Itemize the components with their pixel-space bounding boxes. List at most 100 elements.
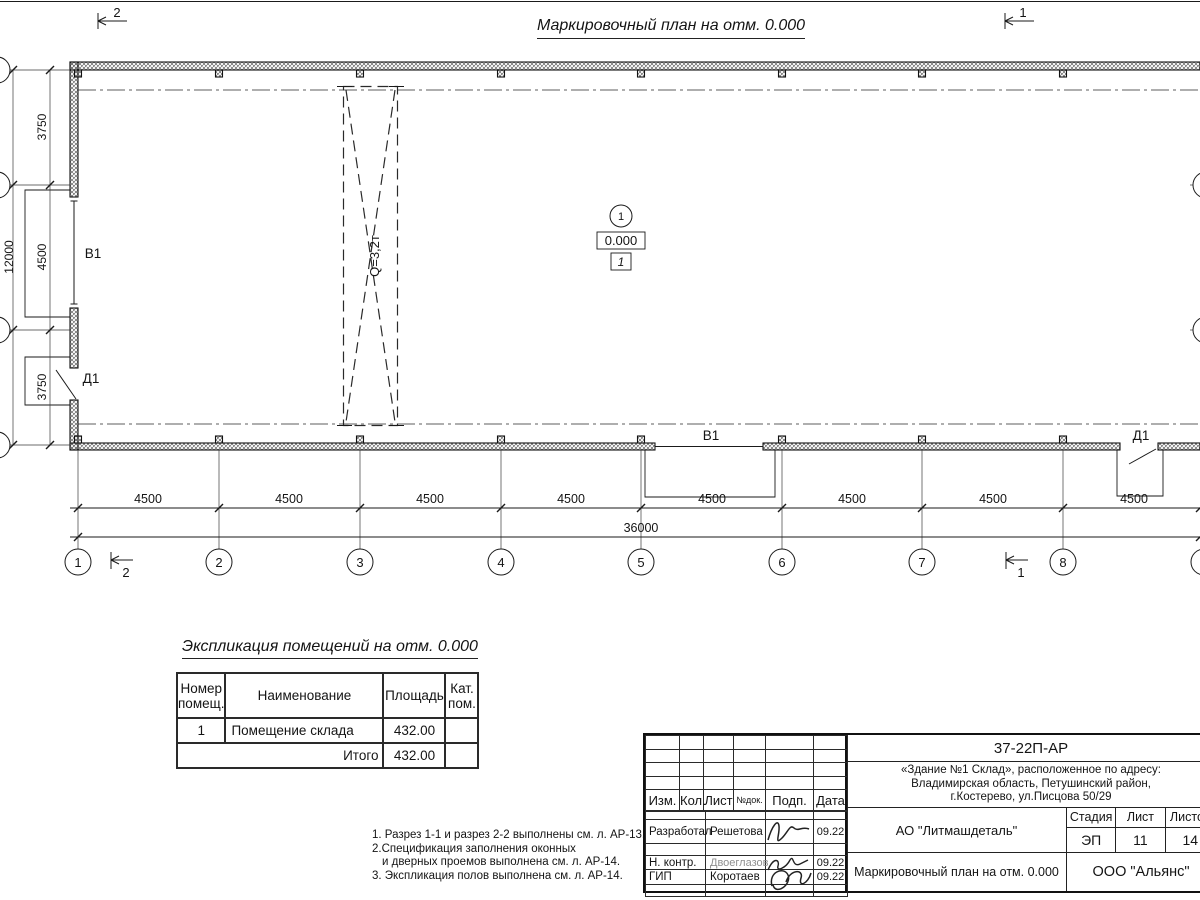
room-name-cell: Помещение склада	[224, 717, 385, 744]
axis-label-4: 4	[497, 555, 504, 570]
total-area-cell: 432.00	[382, 742, 447, 769]
dim-bottom-7: 4500	[979, 492, 1007, 506]
crane-capacity-label: Q=3,2т	[367, 235, 382, 277]
title-block-info-area: 37-22П-АР «Здание №1 Склад», расположенн…	[847, 735, 1200, 891]
door-leaf-left	[55, 369, 77, 400]
door-bottom-label: Д1	[1133, 428, 1150, 443]
axis-label-3: 3	[356, 555, 363, 570]
address-line: г.Костерево, ул.Писцова 50/29	[950, 791, 1112, 804]
dim-bottom-2: 4500	[275, 492, 303, 506]
window-recess-bottom	[644, 450, 776, 498]
dim-left-2: 4500	[35, 243, 49, 270]
col-header-area: Площадь	[382, 672, 447, 719]
sheet-label: Лист	[1116, 808, 1166, 827]
explication-title: Экспликация помещений на отм. 0.000	[182, 638, 478, 659]
openings	[24, 189, 1164, 498]
opening-labels: В1 Д1 В1 Д1	[83, 246, 1150, 443]
elevation-marker: 1 0.000 1	[596, 204, 646, 271]
name-gip: Коротаев	[705, 869, 766, 885]
name-checker: Двоеглазов	[705, 855, 768, 870]
col-header-name: Наименование	[224, 672, 385, 719]
floor-plan: Q=3,2т 1 0.000 1 В1 Д1 В1 Д1	[0, 1, 1200, 580]
date-gip: 09.22	[813, 869, 848, 885]
window-recess-left	[24, 189, 70, 318]
page-title: Маркировочный план на отм. 0.000	[537, 17, 806, 39]
section-cut-top-left-label: 2	[113, 5, 120, 20]
table-row: 1 Помещение склада 432.00	[175, 717, 480, 744]
col-data: Дата	[813, 789, 848, 811]
window-left-label: В1	[85, 246, 102, 261]
section-markers: 2 1 2 1	[97, 5, 1034, 580]
bottom-dimensions: 4500 4500 4500 4500 4500 4500 4500 4500 …	[70, 450, 1200, 549]
project-address: «Здание №1 Склад», расположенное по адре…	[847, 762, 1200, 808]
door-recess-left	[24, 356, 70, 406]
col-podp: Подп.	[765, 789, 814, 811]
window-bottom-label: В1	[703, 428, 720, 443]
sheets-label: Листов	[1169, 810, 1200, 824]
note-line: 1. Разрез 1-1 и разрез 2-2 выполнены см.…	[372, 829, 646, 841]
room-area-cell: 432.00	[382, 717, 447, 744]
signature-developer	[765, 819, 814, 844]
col-header-number: Номер помещ.	[175, 672, 227, 719]
dim-left-1: 3750	[35, 113, 49, 140]
crane-rails	[78, 89, 1200, 425]
section-cut-bottom-right-label: 1	[1017, 565, 1024, 580]
sheets-value: 14	[1182, 832, 1199, 848]
room-category-cell	[444, 717, 480, 744]
revision-table: Изм. Кол. Лист №док. Подп. Дата	[645, 735, 848, 811]
axis-label-2: 2	[215, 555, 222, 570]
door-recess-bottom	[1116, 450, 1164, 497]
stage-value: ЭП	[1067, 828, 1117, 852]
explication-table: Номер помещ. Наименование Площадь Кат. п…	[175, 672, 480, 769]
title-block: Изм. Кол. Лист №док. Подп. Дата Разработ…	[643, 733, 1200, 897]
note-line: 2.Спецификация заполнения оконных	[372, 842, 576, 855]
dim-bottom-total: 36000	[624, 521, 659, 535]
drawing-name-band: Маркировочный план на отм. 0.000 ООО "Ал…	[847, 853, 1200, 891]
axis-label-7: 7	[918, 555, 925, 570]
left-dimensions: 3750 4500 3750 12000	[0, 56, 1200, 459]
col-izm: Изм.	[645, 789, 680, 811]
elevation-node-label: 1	[618, 211, 624, 223]
notes: 1. Разрез 1-1 и разрез 2-2 выполнены см.…	[372, 829, 645, 883]
name-developer: Решетова	[705, 819, 766, 844]
door-leaf-bottom	[1128, 448, 1157, 465]
signature-icon	[767, 857, 809, 871]
col-doc: №док.	[733, 789, 766, 811]
role-developer: Разработал	[645, 819, 712, 844]
explication-section: Экспликация помещений на отм. 0.000 Номе…	[175, 638, 480, 769]
customer-name: АО "Литмашдеталь"	[847, 808, 1067, 852]
axis-label-5: 5	[637, 555, 644, 570]
elevation-value-label: 0.000	[605, 233, 638, 248]
stage-label: Стадия	[1067, 808, 1117, 827]
room-number-label: 1	[618, 255, 625, 269]
dim-bottom-6: 4500	[838, 492, 866, 506]
axis-label-8: 8	[1059, 555, 1066, 570]
room-number-cell: 1	[175, 717, 227, 744]
dim-left-3: 3750	[35, 373, 49, 400]
role-gip: ГИП	[645, 869, 706, 885]
dim-bottom-1: 4500	[134, 492, 162, 506]
note-line: 3. Экспликация полов выполнена см. л. АР…	[372, 869, 623, 882]
table-row-total: Итого 432.00	[175, 742, 480, 769]
door-left-label: Д1	[83, 371, 100, 386]
customer-stage-band: АО "Литмашдеталь" Стадия Лист Листов ЭП …	[847, 808, 1200, 853]
section-cut-bottom-left-label: 2	[122, 565, 129, 580]
date-developer: 09.22	[813, 819, 848, 844]
dim-bottom-5: 4500	[698, 492, 726, 506]
signature-icon	[767, 822, 810, 842]
crane-symbol: Q=3,2т	[337, 85, 404, 427]
pilasters	[73, 69, 1068, 444]
axis-label-6: 6	[778, 555, 785, 570]
sheet-value: 11	[1116, 828, 1166, 852]
address-line: «Здание №1 Склад», расположенное по адре…	[900, 764, 1161, 777]
col-kol: Кол.	[679, 789, 706, 811]
address-line: Владимирская область, Петушинский район,	[911, 777, 1151, 790]
col-list: Лист	[703, 789, 734, 811]
dim-left-total: 12000	[2, 240, 16, 274]
dim-bottom-8: 4500	[1120, 492, 1148, 506]
total-label-cell: Итого	[175, 742, 385, 769]
title-block-signature-area: Изм. Кол. Лист №док. Подп. Дата Разработ…	[645, 735, 848, 897]
walls	[69, 61, 1200, 451]
dim-bottom-4: 4500	[557, 492, 585, 506]
signature-gip	[765, 869, 814, 891]
